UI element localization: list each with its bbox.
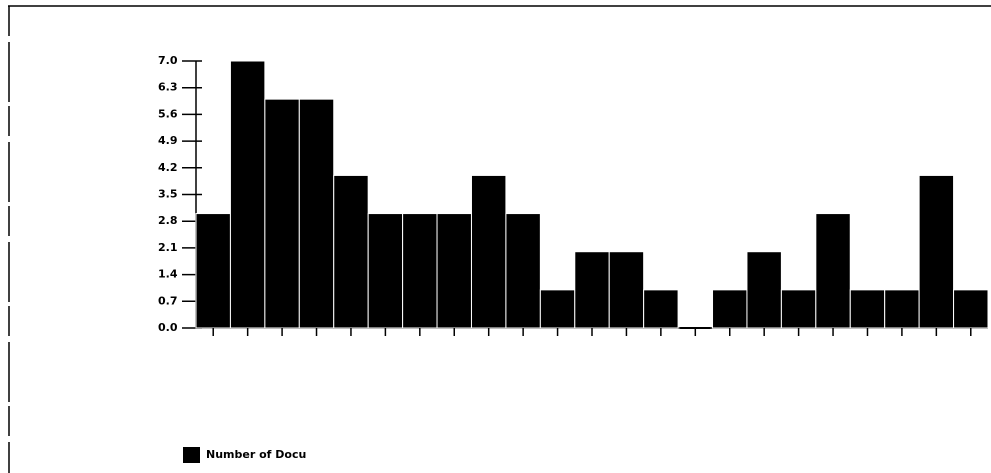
bar <box>643 289 679 329</box>
bar <box>333 174 369 329</box>
y-tick-label: 3.5 <box>158 188 178 201</box>
y-tick-label: 4.9 <box>158 134 178 147</box>
bar <box>780 289 817 329</box>
y-tick-label: 5.6 <box>158 107 178 120</box>
bar <box>539 289 576 329</box>
bar <box>505 213 541 329</box>
y-tick-label: 6.3 <box>158 81 178 94</box>
bar <box>470 174 507 329</box>
bar <box>436 213 472 329</box>
bar <box>712 289 748 329</box>
bar <box>918 174 955 329</box>
bar <box>884 289 920 329</box>
bar <box>849 289 886 329</box>
bar <box>195 213 231 329</box>
y-tick-label: 4.2 <box>158 161 178 174</box>
bar <box>953 289 989 329</box>
bar <box>574 251 610 329</box>
y-tick-label: 7.0 <box>158 54 178 67</box>
y-tick-label: 2.8 <box>158 214 178 227</box>
bar <box>264 98 300 329</box>
y-tick-label: 0.7 <box>158 294 178 307</box>
bar <box>367 213 404 329</box>
y-tick-label: 1.4 <box>158 268 178 281</box>
bar <box>746 251 782 329</box>
bar <box>608 251 645 329</box>
bar <box>229 60 266 329</box>
bar <box>815 213 851 329</box>
legend-swatch <box>183 447 200 463</box>
y-tick-label: 2.1 <box>158 241 178 254</box>
bar <box>402 213 438 329</box>
y-tick-label: 0.0 <box>158 321 178 334</box>
legend-label: Number of Docu <box>206 448 306 461</box>
bar <box>298 98 335 329</box>
